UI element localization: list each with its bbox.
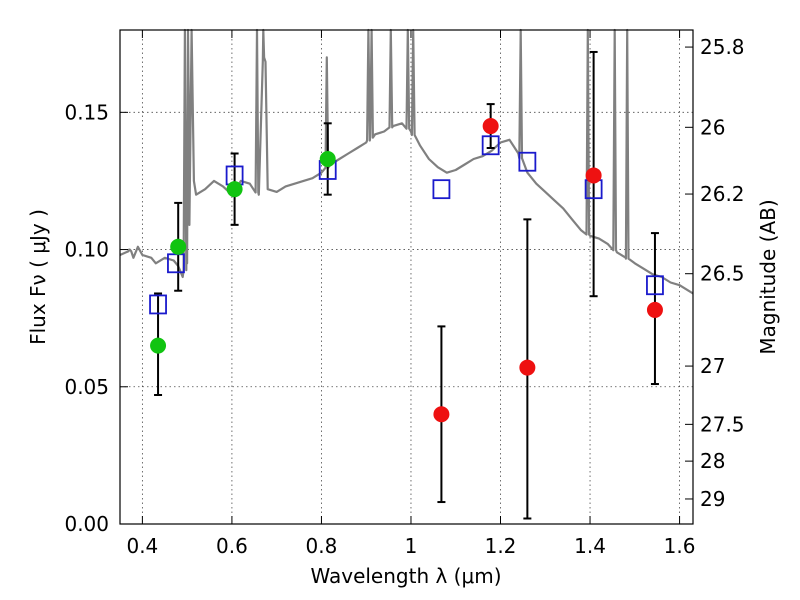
- model-photometry-point: [432, 179, 451, 200]
- plot-frame: [119, 29, 694, 525]
- y-tick-label: 0.05: [64, 375, 109, 399]
- x-tick-label: 0.6: [216, 534, 248, 558]
- model-photometry-point: [481, 135, 500, 156]
- x-tick-label: 0.8: [306, 534, 338, 558]
- model-photometry-markers: [149, 135, 664, 315]
- observed-point: [170, 238, 187, 255]
- model-photometry-point: [149, 294, 167, 315]
- right-tick-label: 28: [700, 449, 725, 473]
- right-tick-label: 27.5: [700, 412, 745, 436]
- right-tick-label: 26: [700, 115, 725, 139]
- observed-point: [150, 337, 167, 354]
- observed-markers: [150, 118, 663, 423]
- observed-point: [519, 359, 536, 376]
- x-axis-label: Wavelength λ (μm): [310, 564, 501, 588]
- x-tick-label: 1.6: [664, 534, 696, 558]
- right-axis-label: Magnitude (AB): [756, 199, 780, 354]
- right-tick-label: 25.8: [700, 35, 745, 59]
- observed-point: [226, 181, 243, 198]
- observed-point: [319, 150, 336, 167]
- axis-ticks: 0.4 0.6 0.8 1 1.2 1.4 1.6 0.00 0.05 0.10 0.15 25.8 2…: [64, 30, 745, 558]
- y-axis-label: Flux Fν ( μJy ): [26, 209, 50, 345]
- model-photometry-point: [646, 275, 664, 296]
- observed-point: [433, 406, 450, 423]
- observed-point: [585, 167, 602, 184]
- x-tick-label: 1.2: [485, 534, 517, 558]
- right-tick-label: 29: [700, 487, 725, 511]
- y-tick-label: 0.15: [64, 100, 109, 124]
- right-tick-label: 27: [700, 354, 725, 378]
- y-tick-label: 0.00: [64, 512, 109, 536]
- spectrum-line: [119, 28, 694, 295]
- x-tick-label: 1: [405, 534, 418, 558]
- right-tick-label: 26.2: [700, 182, 745, 206]
- x-tick-label: 0.4: [126, 534, 158, 558]
- y-tick-label: 0.10: [64, 238, 109, 262]
- observed-point: [646, 301, 663, 318]
- model-spectrum: [119, 28, 694, 295]
- model-photometry-point: [518, 151, 537, 172]
- x-tick-label: 1.4: [574, 534, 606, 558]
- right-tick-label: 26.5: [700, 262, 745, 286]
- observed-point: [482, 118, 499, 135]
